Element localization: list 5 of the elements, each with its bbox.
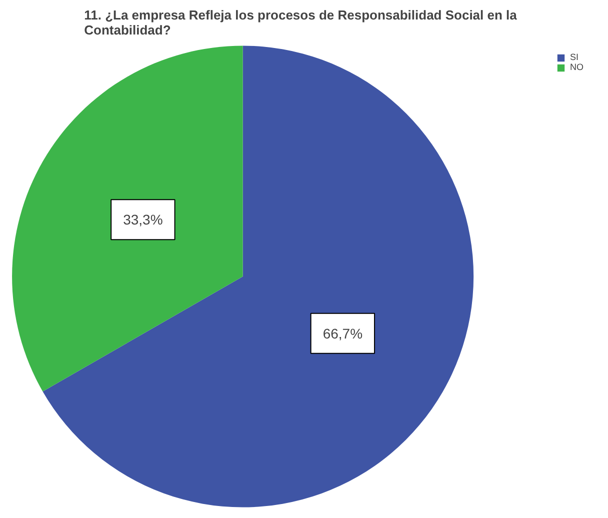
- chart-title: 11. ¿La empresa Refleja los procesos de Responsabilidad Social en la Contabilidad?: [84, 8, 518, 38]
- legend-label: SI: [570, 52, 580, 62]
- data-label: 33,3%: [123, 212, 163, 228]
- data-label: 66,7%: [322, 325, 363, 342]
- legend-label: NO: [570, 62, 584, 72]
